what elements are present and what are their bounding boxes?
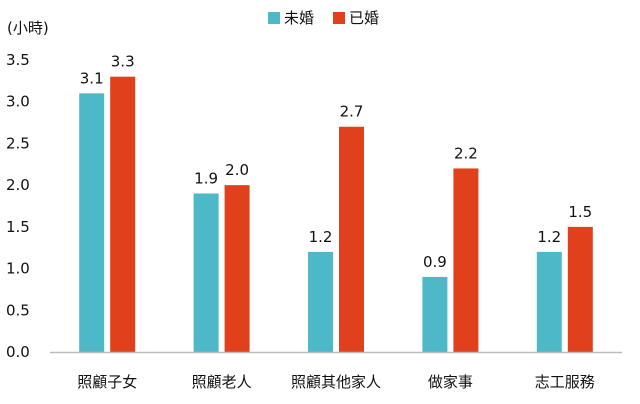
bars xyxy=(79,76,593,352)
x-category-label: 照顧子女 xyxy=(77,373,137,391)
data-label-married: 2.0 xyxy=(225,161,249,179)
bar-unmarried xyxy=(422,276,448,352)
x-category-label: 做家事 xyxy=(428,373,473,391)
bar-married xyxy=(224,185,250,352)
bar-married xyxy=(567,226,593,352)
data-label-unmarried: 0.9 xyxy=(423,253,447,271)
data-label-married: 3.3 xyxy=(111,53,135,71)
data-labels: 3.1 3.3 1.9 2.0 1.2 2.7 0.9 2.2 1.2 1.5 xyxy=(80,53,592,271)
x-axis: 照顧子女 照顧老人 照顧其他家人 做家事 志工服務 xyxy=(77,373,595,391)
bar-unmarried xyxy=(536,251,562,352)
x-category-label: 照顧老人 xyxy=(192,373,252,391)
y-axis-unit-label: (小時) xyxy=(7,19,49,37)
data-label-unmarried: 3.1 xyxy=(80,69,104,87)
legend-label-unmarried: 未婚 xyxy=(284,9,314,27)
legend-label-married: 已婚 xyxy=(349,9,379,27)
bar-unmarried xyxy=(79,93,105,352)
data-label-unmarried: 1.9 xyxy=(194,169,218,187)
legend-swatch-unmarried xyxy=(268,12,280,24)
bar-married xyxy=(110,76,136,352)
x-category-label: 志工服務 xyxy=(535,373,595,391)
y-tick-label: 3.5 xyxy=(6,51,30,69)
y-tick-label: 2.5 xyxy=(6,134,30,152)
data-label-married: 1.5 xyxy=(568,203,592,221)
x-category-label: 照顧其他家人 xyxy=(291,373,381,391)
y-tick-label: 1.5 xyxy=(6,218,30,236)
y-tick-label: 0.5 xyxy=(6,301,30,319)
bar-married xyxy=(453,168,479,352)
y-tick-label: 2.0 xyxy=(6,176,30,194)
bar-unmarried xyxy=(308,251,333,352)
bar-unmarried xyxy=(193,193,219,352)
y-tick-label: 1.0 xyxy=(6,260,30,278)
y-axis: 0.0 0.5 1.0 1.5 2.0 2.5 3.0 3.5 xyxy=(6,51,30,361)
data-label-unmarried: 1.2 xyxy=(309,228,333,246)
data-label-married: 2.2 xyxy=(454,144,478,162)
bar-married xyxy=(339,126,364,352)
legend-swatch-married xyxy=(333,12,345,24)
data-label-married: 2.7 xyxy=(340,103,364,121)
legend: 未婚 已婚 xyxy=(268,9,379,27)
data-label-unmarried: 1.2 xyxy=(537,228,561,246)
y-tick-label: 0.0 xyxy=(6,343,30,361)
y-tick-label: 3.0 xyxy=(6,93,30,111)
